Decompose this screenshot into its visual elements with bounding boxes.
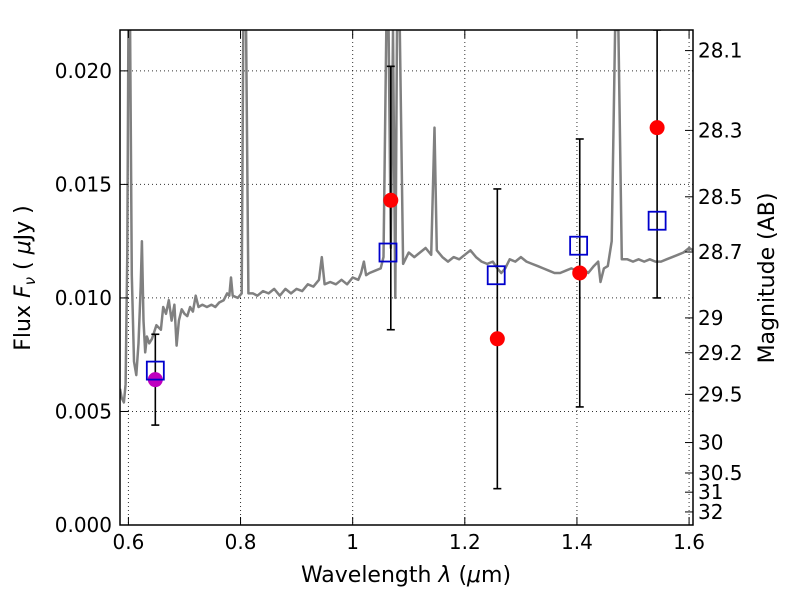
observed-point xyxy=(572,265,588,281)
axis-ticks: 0.6 0.8 1 1.2 1.4 1.6 0.000 0.005 0.010 0.015 0.02… xyxy=(55,30,743,554)
mag-tick-label: 28.7 xyxy=(698,240,743,264)
model-points xyxy=(145,210,667,381)
model-square-point xyxy=(569,235,589,256)
model-square-point xyxy=(647,210,667,231)
mag-tick-label: 29 xyxy=(698,306,723,330)
x-tick-label: 1.6 xyxy=(673,530,705,554)
x-tick-label: 1.2 xyxy=(449,530,481,554)
grid-lines xyxy=(120,30,693,526)
y2-axis-label: Magnitude (AB) xyxy=(755,193,780,364)
mag-tick-label: 29.5 xyxy=(698,382,743,406)
observed-point xyxy=(489,331,505,347)
y-tick-label: 0.005 xyxy=(55,399,112,423)
model-square-point xyxy=(486,265,506,286)
x-tick-label: 1.4 xyxy=(561,530,593,554)
mag-tick-label: 28.5 xyxy=(698,185,743,209)
mag-tick-label: 28.1 xyxy=(698,39,743,63)
observed-point xyxy=(649,120,665,136)
mag-tick-label: 28.3 xyxy=(698,118,743,142)
mag-tick-label: 30.5 xyxy=(698,461,743,485)
spectrum-layer xyxy=(120,30,693,404)
x-tick-label: 0.8 xyxy=(225,530,257,554)
y-tick-label: 0.015 xyxy=(55,172,112,196)
x-tick-label: 0.6 xyxy=(113,530,145,554)
model-square-point xyxy=(145,360,165,381)
x-tick-label: 1 xyxy=(346,530,359,554)
spectrum-line xyxy=(120,30,693,404)
observed-point xyxy=(383,192,399,208)
observed-points xyxy=(147,120,665,388)
mag-tick-label: 32 xyxy=(698,500,723,524)
y-tick-label: 0.010 xyxy=(55,286,112,310)
x-axis-label: Wavelength λ (μm) xyxy=(301,563,511,588)
mag-tick-label: 31 xyxy=(698,480,723,504)
mag-tick-label: 29.2 xyxy=(698,341,743,365)
y-tick-label: 0.000 xyxy=(55,513,112,537)
plot-frame xyxy=(119,29,694,526)
y-tick-label: 0.020 xyxy=(55,59,112,83)
model-square-point xyxy=(378,242,398,263)
y-axis-label: Flux Fν ( μJy ) xyxy=(11,205,39,350)
mag-tick-label: 30 xyxy=(698,431,723,455)
